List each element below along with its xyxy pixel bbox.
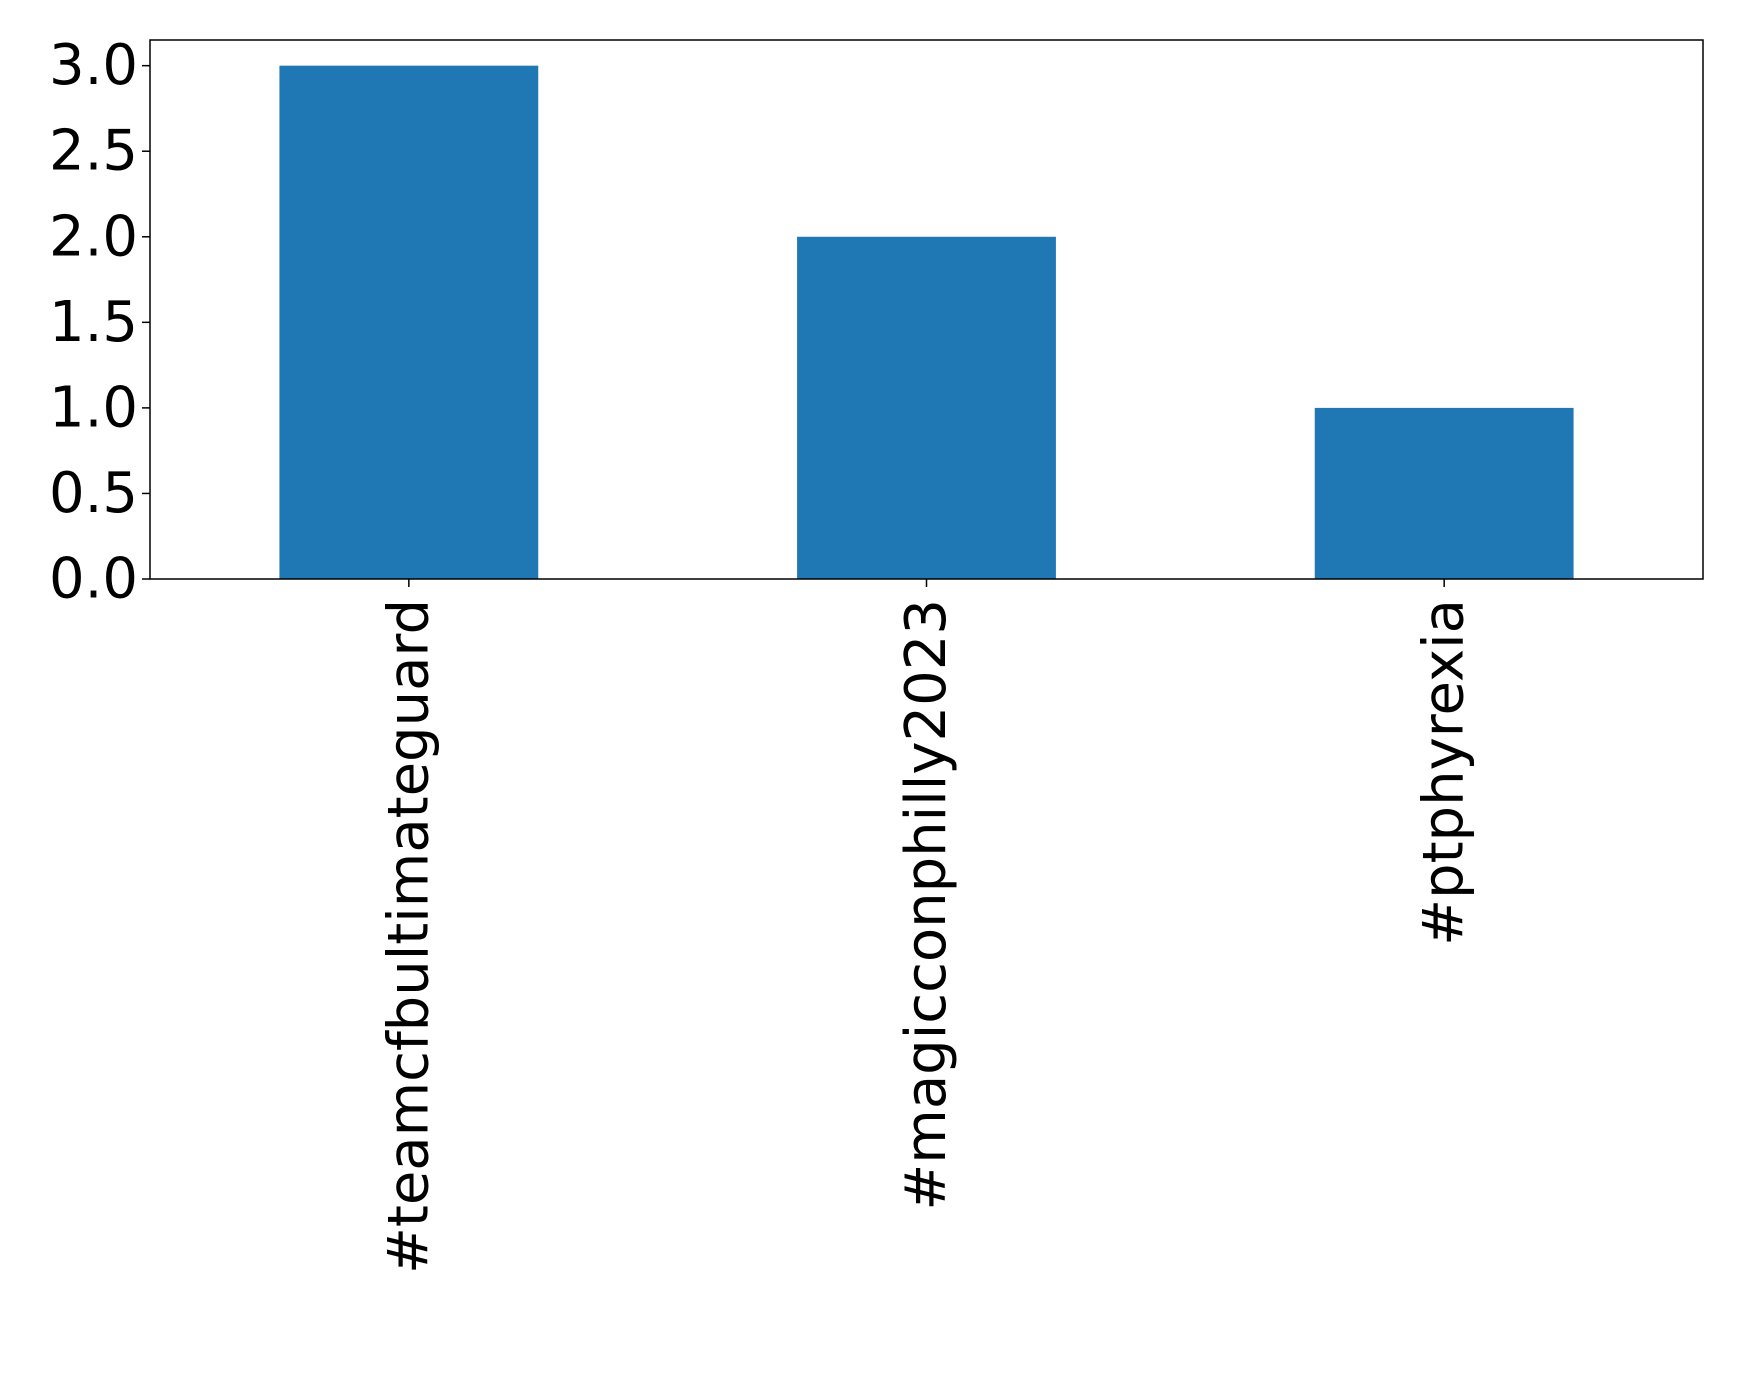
y-tick-label: 1.0 bbox=[49, 375, 138, 440]
y-tick-label: 2.0 bbox=[49, 204, 138, 269]
bar-1 bbox=[279, 65, 539, 579]
bar-3 bbox=[1314, 407, 1574, 579]
x-tick-label-2: #magicconphilly2023 bbox=[894, 599, 959, 1211]
y-tick-label: 1.5 bbox=[49, 290, 138, 355]
x-tick-label-1: #teamcfbultimateguard bbox=[376, 599, 441, 1274]
x-axis: #teamcfbultimateguard #magicconphilly2023… bbox=[376, 579, 1477, 1274]
bar-2 bbox=[797, 236, 1056, 579]
y-tick-label: 0.0 bbox=[49, 547, 138, 612]
y-tick-label: 0.5 bbox=[49, 461, 138, 526]
bars-layer bbox=[279, 65, 1574, 579]
y-axis: 0.0 0.5 1.0 1.5 2.0 2.5 3.0 bbox=[49, 33, 150, 612]
y-tick-label: 2.5 bbox=[49, 119, 138, 184]
plot-frame bbox=[149, 39, 1704, 580]
x-tick-label-3: #ptphyrexia bbox=[1412, 599, 1477, 946]
y-tick-label: 3.0 bbox=[49, 33, 138, 98]
